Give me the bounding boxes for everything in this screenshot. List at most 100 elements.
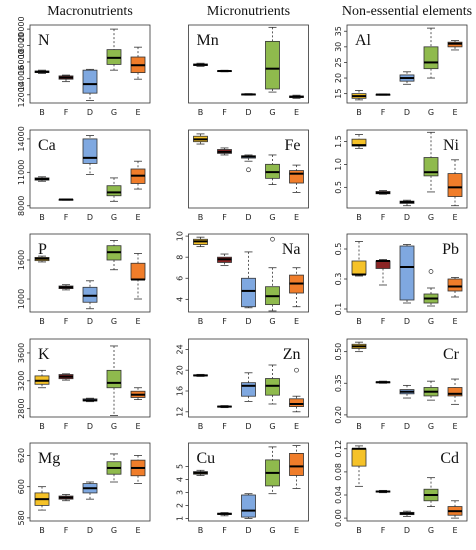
outlier (294, 367, 299, 373)
box (289, 452, 304, 476)
panel-label: Ca (38, 137, 56, 154)
x-tick-label: B (39, 108, 45, 117)
x-tick-label: F (222, 108, 227, 117)
x-tick-label: B (356, 213, 362, 222)
x-tick-label: G (428, 422, 434, 431)
plot-frame (346, 442, 468, 522)
box (351, 260, 367, 275)
y-tick-label: 0.08 (334, 463, 343, 481)
x-tick-label: D (404, 422, 410, 431)
panel-label: Cd (440, 450, 459, 467)
panel-label: K (38, 346, 50, 363)
x-tick-label: F (222, 213, 227, 222)
x-tick-label: E (294, 108, 299, 117)
x-tick-label: E (452, 317, 457, 326)
box (447, 173, 463, 197)
y-tick-label: 20 (176, 365, 185, 375)
y-tick-label: 14000 (17, 126, 26, 151)
y-tick-label: 0.20 (334, 406, 343, 424)
panel-label: Cu (197, 450, 216, 467)
x-tick-label: E (135, 213, 140, 222)
box (106, 369, 122, 389)
y-tick-label: 16000 (17, 49, 26, 74)
x-tick-label: D (245, 422, 251, 431)
outlier (270, 236, 275, 242)
x-tick-label: E (452, 213, 457, 222)
box (265, 378, 280, 396)
plot-frame (346, 338, 468, 418)
y-tick-label: 580 (17, 510, 26, 525)
box (289, 398, 304, 407)
x-tick-label: F (381, 422, 386, 431)
box (423, 46, 439, 70)
outlier (428, 269, 434, 274)
x-tick-label: D (87, 526, 93, 535)
y-tick-label: 12000 (17, 82, 26, 107)
x-tick-label: D (404, 213, 410, 222)
box (82, 138, 98, 164)
x-tick-label: F (222, 317, 227, 326)
y-tick-label: 0.35 (334, 374, 343, 392)
x-tick-label: G (428, 526, 434, 535)
x-tick-label: B (356, 422, 362, 431)
y-tick-label: 16 (176, 386, 185, 396)
panel-label: P (38, 241, 47, 258)
y-tick-label: 3600 (17, 343, 26, 363)
y-tick-label: 2 (176, 503, 185, 508)
y-tick-label: 1.0 (334, 158, 343, 171)
x-tick-label: D (404, 317, 410, 326)
x-tick-label: F (381, 526, 386, 535)
y-tick-label: 8 (176, 255, 185, 260)
x-tick-label: D (87, 213, 93, 222)
plot-frame (188, 233, 309, 313)
y-tick-label: 4 (176, 477, 185, 482)
y-tick-label: 10 (176, 231, 185, 241)
x-tick-label: B (198, 213, 204, 222)
box (241, 382, 256, 397)
y-tick-label: 0.3 (334, 273, 343, 286)
y-tick-label: 8000 (17, 196, 26, 216)
x-tick-label: E (452, 108, 457, 117)
panel-label: Ni (443, 137, 460, 154)
plot-frame (346, 24, 468, 104)
y-tick-label: 12 (176, 407, 185, 417)
x-tick-label: E (135, 526, 140, 535)
x-tick-label: G (269, 422, 275, 431)
y-tick-label: 1.5 (334, 135, 343, 148)
y-tick-label: 24 (176, 344, 185, 354)
panel-label: Al (355, 32, 372, 49)
x-tick-label: G (269, 317, 275, 326)
column-title: Macronutrients (47, 4, 133, 19)
x-tick-label: B (198, 526, 204, 535)
x-tick-label: E (135, 108, 140, 117)
x-tick-label: B (198, 108, 204, 117)
x-tick-label: E (294, 422, 299, 431)
x-tick-label: D (87, 422, 93, 431)
x-tick-label: D (404, 526, 410, 535)
x-tick-label: D (245, 317, 251, 326)
plot-frame (29, 24, 151, 104)
x-tick-label: D (245, 213, 251, 222)
x-tick-label: B (39, 422, 45, 431)
box (447, 387, 463, 397)
x-tick-label: F (222, 526, 227, 535)
plot-frame (188, 442, 309, 522)
x-tick-label: D (87, 108, 93, 117)
x-tick-label: B (198, 317, 204, 326)
box (106, 185, 122, 197)
y-tick-label: 1000 (17, 289, 26, 309)
plot-frame (188, 24, 309, 104)
x-tick-label: F (381, 317, 386, 326)
x-tick-label: F (64, 213, 69, 222)
box (241, 277, 256, 308)
x-tick-label: G (428, 108, 434, 117)
y-tick-label: 0.12 (334, 440, 343, 458)
panel-label: Mn (197, 32, 219, 49)
x-tick-label: F (222, 422, 227, 431)
y-tick-label: 5 (176, 464, 185, 469)
y-tick-label: 1 (176, 516, 185, 521)
x-tick-label: F (381, 213, 386, 222)
x-tick-label: G (111, 213, 117, 222)
x-tick-label: E (294, 317, 299, 326)
